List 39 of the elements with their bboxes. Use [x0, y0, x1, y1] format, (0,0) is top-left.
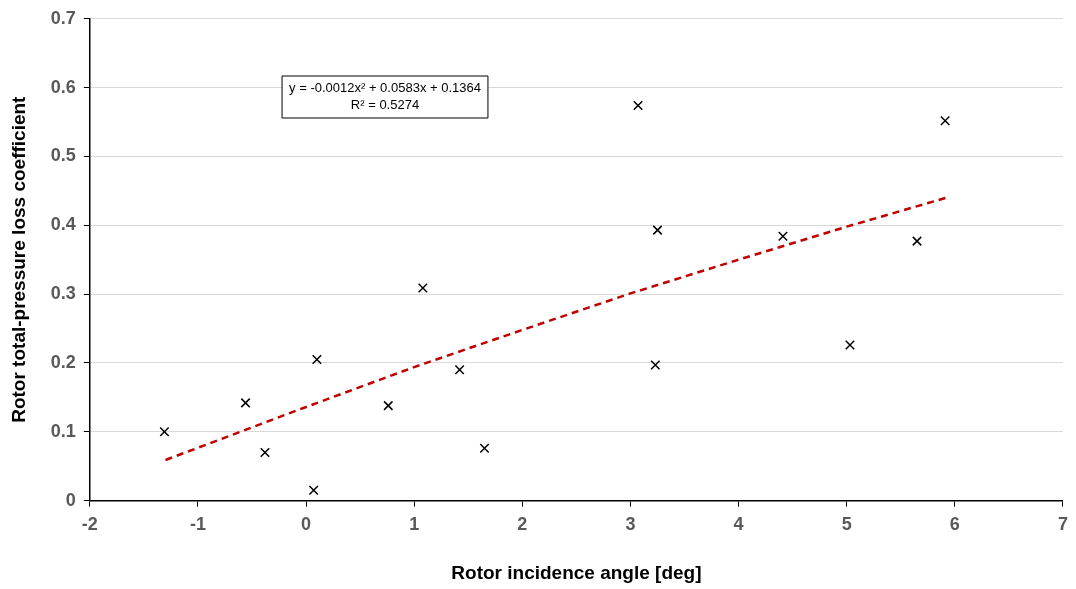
x-tick-label: 4 [733, 514, 744, 535]
y-tick-label: 0.7 [50, 7, 76, 28]
x-tick-label: 0 [301, 514, 312, 535]
x-tick-label: 6 [949, 514, 960, 535]
y-tick-label: 0.6 [50, 76, 76, 97]
y-axis-title: Rotor total-pressure loss coefficient [7, 95, 29, 423]
point [633, 100, 644, 111]
x-tick-label: 3 [625, 514, 636, 535]
y-tick-label: 0.4 [50, 214, 76, 235]
x-tick-label: 5 [841, 514, 852, 535]
point [417, 282, 428, 293]
point [454, 364, 465, 375]
y-tick-label: 0.5 [50, 145, 76, 166]
annotation: R² = 0.5274 [350, 97, 420, 113]
y-tick-label: 0 [65, 489, 76, 510]
point [308, 485, 319, 496]
x-axis-title: Rotor incidence angle [deg] [451, 561, 702, 583]
x-tick-label: -1 [189, 514, 206, 535]
y-tick-label: 0.3 [50, 283, 76, 304]
point [159, 426, 170, 437]
x-tick-label: 7 [1057, 514, 1068, 535]
point [940, 115, 951, 126]
point [260, 447, 270, 458]
x-tick-label: 1 [409, 514, 420, 535]
y-tick-label: 0.2 [50, 351, 76, 372]
y-tick-label: 0.1 [50, 420, 76, 441]
annotation: y = -0.0012x² + 0.0583x + 0.1364 [289, 80, 481, 96]
point [383, 400, 394, 411]
line-series [164, 196, 948, 462]
point [311, 354, 322, 365]
x-tick-label: -2 [81, 514, 98, 535]
point [240, 397, 251, 408]
point [652, 225, 663, 236]
point [912, 236, 923, 247]
x-tick-label: 2 [517, 514, 528, 535]
point [650, 360, 661, 370]
point [479, 443, 490, 454]
point [777, 231, 788, 242]
point [844, 340, 855, 351]
